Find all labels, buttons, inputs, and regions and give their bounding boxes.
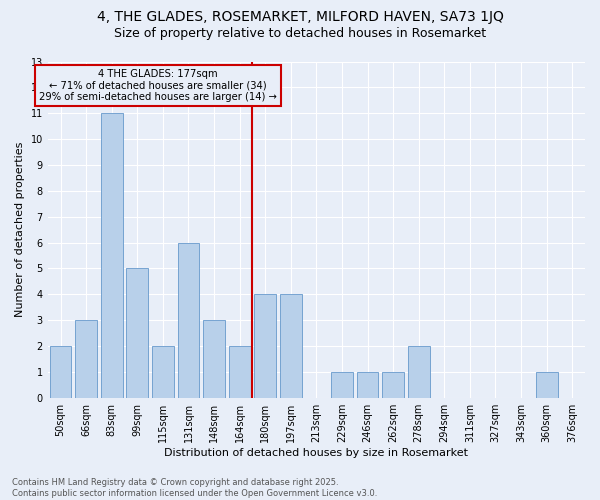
Bar	[178, 242, 199, 398]
Bar	[101, 113, 122, 398]
Bar	[254, 294, 276, 398]
Y-axis label: Number of detached properties: Number of detached properties	[15, 142, 25, 318]
Bar	[356, 372, 379, 398]
Bar	[229, 346, 251, 398]
Bar	[536, 372, 557, 398]
Bar	[382, 372, 404, 398]
Text: 4, THE GLADES, ROSEMARKET, MILFORD HAVEN, SA73 1JQ: 4, THE GLADES, ROSEMARKET, MILFORD HAVEN…	[97, 10, 503, 24]
Bar	[203, 320, 225, 398]
Bar	[152, 346, 174, 398]
Text: Size of property relative to detached houses in Rosemarket: Size of property relative to detached ho…	[114, 28, 486, 40]
Bar	[50, 346, 71, 398]
Bar	[331, 372, 353, 398]
Text: 4 THE GLADES: 177sqm
← 71% of detached houses are smaller (34)
29% of semi-detac: 4 THE GLADES: 177sqm ← 71% of detached h…	[39, 70, 277, 102]
Text: Contains HM Land Registry data © Crown copyright and database right 2025.
Contai: Contains HM Land Registry data © Crown c…	[12, 478, 377, 498]
Bar	[75, 320, 97, 398]
Bar	[127, 268, 148, 398]
Bar	[280, 294, 302, 398]
X-axis label: Distribution of detached houses by size in Rosemarket: Distribution of detached houses by size …	[164, 448, 469, 458]
Bar	[408, 346, 430, 398]
